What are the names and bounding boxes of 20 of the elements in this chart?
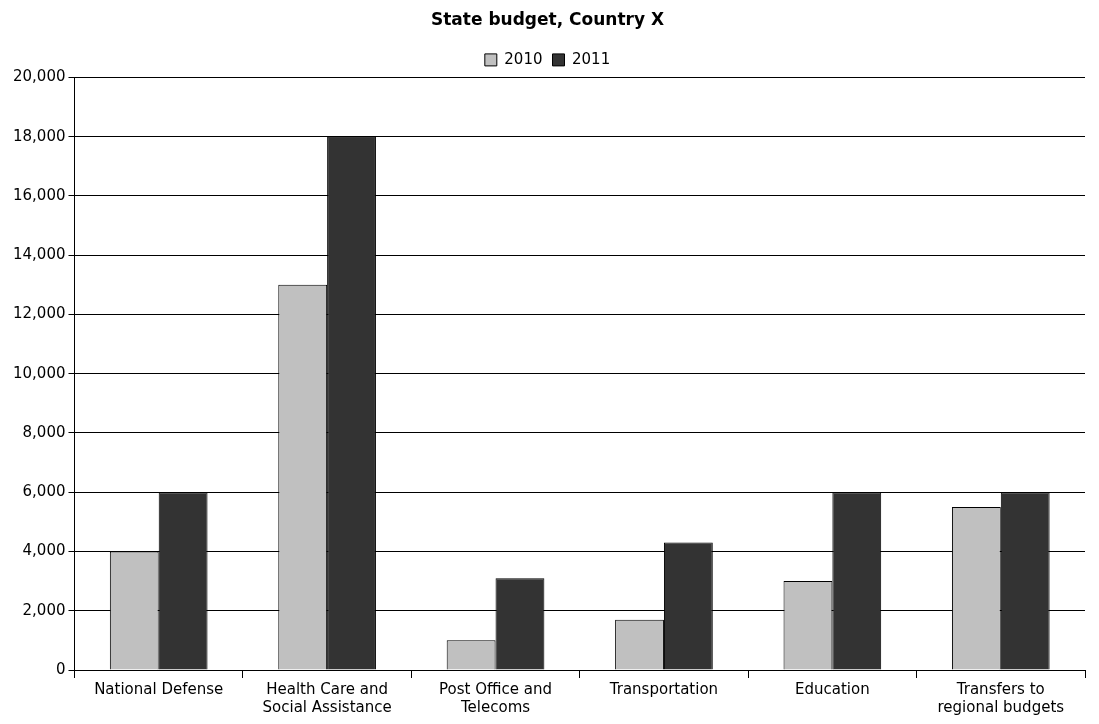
y-tick-label: 0 <box>55 659 66 678</box>
y-tick-label: 10,000 <box>12 363 66 382</box>
y-tick-label: 6,000 <box>22 482 66 501</box>
x-tick-label: National Defense <box>94 679 224 698</box>
y-tick-label: 2,000 <box>22 600 66 619</box>
legend-label: 2011 <box>572 49 611 68</box>
y-tick-label: 20,000 <box>12 67 66 86</box>
x-tick-label: Post Office and Telecoms <box>439 679 552 716</box>
x-tick-label: Transportation <box>608 679 719 698</box>
legend-label: 2010 <box>504 49 543 68</box>
y-tick-label: 8,000 <box>22 422 66 441</box>
y-tick-label: 4,000 <box>22 541 66 560</box>
chart-title: State budget, Country X <box>430 8 665 29</box>
x-tick-label: Transfers to regional budgets <box>937 679 1065 716</box>
y-tick-label: 12,000 <box>12 304 66 323</box>
y-tick-label: 14,000 <box>12 245 66 264</box>
x-tick-label: Health Care and Social Assistance <box>262 679 392 716</box>
y-tick-label: 16,000 <box>12 185 66 204</box>
y-tick-label: 18,000 <box>12 126 66 145</box>
x-tick-label: Education <box>795 679 870 698</box>
